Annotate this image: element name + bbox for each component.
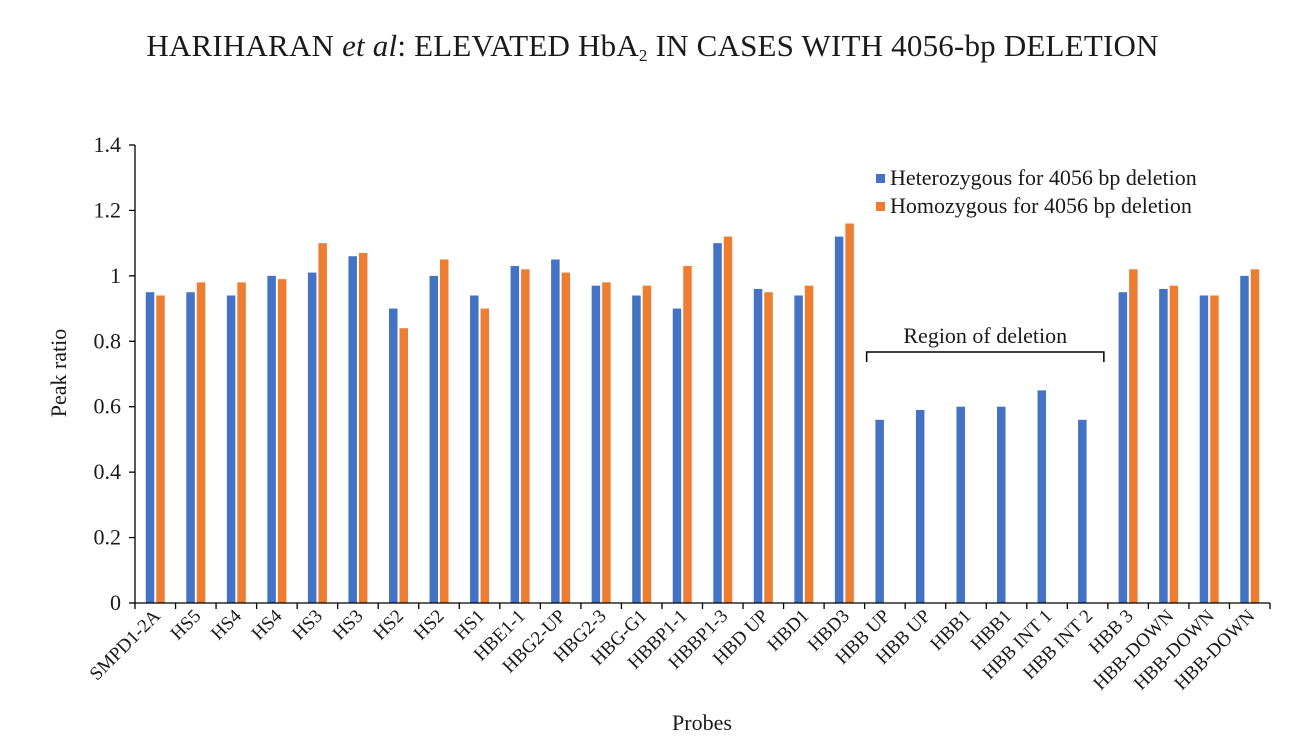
region-annotation: Region of deletion xyxy=(865,323,1105,362)
bar-heterozygous xyxy=(956,406,965,603)
bar-heterozygous xyxy=(145,292,155,603)
x-tick-label: HS3 xyxy=(329,606,368,645)
region-label: Region of deletion xyxy=(903,323,1067,348)
bar-homozygous xyxy=(1129,269,1138,603)
bar-homozygous xyxy=(804,285,814,603)
bar-homozygous xyxy=(723,236,733,603)
bar-homozygous xyxy=(845,223,854,603)
x-tick-label: HS3 xyxy=(288,606,327,645)
bar-heterozygous xyxy=(551,259,560,603)
legend-swatch-heterozygous xyxy=(876,174,885,183)
title-part-2: : ELEVATED HbA xyxy=(397,28,639,63)
x-axis-label: Probes xyxy=(672,710,732,735)
bars xyxy=(145,223,1260,603)
bar-homozygous xyxy=(602,282,611,603)
bar-heterozygous xyxy=(307,272,317,603)
bar-homozygous xyxy=(440,259,449,603)
bar-heterozygous xyxy=(1159,288,1168,603)
bar-homozygous xyxy=(237,282,246,603)
x-tick-label: HS5 xyxy=(167,606,206,645)
legend-label-homozygous: Homozygous for 4056 bp deletion xyxy=(890,193,1192,218)
bar-heterozygous xyxy=(794,295,803,603)
bar-heterozygous xyxy=(510,266,520,603)
bar-heterozygous xyxy=(186,292,195,603)
legend-swatch-homozygous xyxy=(876,202,885,211)
bar-heterozygous xyxy=(591,285,601,603)
x-tick-label: HBD1 xyxy=(763,606,813,656)
bar-heterozygous xyxy=(267,275,276,603)
bar-heterozygous xyxy=(470,295,479,603)
bar-homozygous xyxy=(399,328,408,603)
bar-heterozygous xyxy=(1078,419,1087,603)
x-tick-label: HS2 xyxy=(369,606,408,645)
bar-homozygous xyxy=(1169,285,1179,603)
x-tick-label: HS4 xyxy=(248,605,287,644)
title-part-3: IN CASES WITH 4056-bp DELETION xyxy=(647,28,1159,63)
bar-homozygous xyxy=(480,308,490,603)
page-title: HARIHARAN et al: ELEVATED HbA2 IN CASES … xyxy=(0,28,1305,66)
y-tick-label: 0.6 xyxy=(94,394,122,419)
bar-heterozygous xyxy=(226,295,236,603)
bar-heterozygous xyxy=(915,409,925,603)
bar-homozygous xyxy=(521,269,530,603)
bar-heterozygous xyxy=(713,243,722,603)
x-tick-label: SMPD1-2A xyxy=(86,605,165,684)
bar-heterozygous xyxy=(1118,292,1128,603)
bar-heterozygous xyxy=(632,295,641,603)
legend-label-heterozygous: Heterozygous for 4056 bp deletion xyxy=(890,165,1197,190)
y-tick-label: 1.2 xyxy=(94,197,122,222)
bar-homozygous xyxy=(318,243,327,603)
x-tick-label: HBB1 xyxy=(926,606,975,655)
bar-homozygous xyxy=(1210,295,1219,603)
bar-homozygous xyxy=(683,266,692,603)
bar-homozygous xyxy=(156,295,165,603)
x-tick-label: HS2 xyxy=(410,606,449,645)
title-italic: et al xyxy=(342,28,398,63)
bar-heterozygous xyxy=(672,308,682,603)
bar-homozygous xyxy=(196,282,206,603)
x-axis-ticks: SMPD1-2A HS5 HS4 HS4 HS3 HS3 HS2 HS2 HS1HBE1-1HB… xyxy=(86,603,1271,694)
bar-heterozygous xyxy=(429,275,439,603)
y-tick-label: 0.8 xyxy=(94,328,122,353)
y-axis-ticks: 0 0.2 0.4 0.6 0.8 1 1.2 1.4 xyxy=(94,132,135,615)
y-tick-label: 0 xyxy=(110,590,121,615)
bar-heterozygous xyxy=(834,236,844,603)
y-tick-label: 0.2 xyxy=(94,525,122,550)
region-bracket xyxy=(865,351,1105,362)
bar-homozygous xyxy=(561,272,571,603)
bar-homozygous xyxy=(358,252,368,603)
y-tick-label: 1 xyxy=(110,263,121,288)
title-part-1: HARIHARAN xyxy=(146,28,343,63)
y-tick-label: 0.4 xyxy=(94,459,122,484)
bar-heterozygous xyxy=(753,288,763,603)
x-tick-label: HS4 xyxy=(207,605,246,644)
legend: Heterozygous for 4056 bp deletion Homozyg… xyxy=(876,165,1197,218)
y-tick-label: 1.4 xyxy=(94,132,122,157)
bar-homozygous xyxy=(1250,269,1260,603)
y-axis-label: Peak ratio xyxy=(46,329,71,418)
bar-heterozygous xyxy=(1240,275,1249,603)
bar-heterozygous xyxy=(388,308,398,603)
bar-heterozygous xyxy=(1037,390,1047,603)
bar-homozygous xyxy=(642,285,652,603)
bar-heterozygous xyxy=(997,406,1006,603)
bar-homozygous xyxy=(277,279,287,603)
bar-heterozygous xyxy=(1199,295,1209,603)
bar-heterozygous xyxy=(875,419,884,603)
bar-homozygous xyxy=(764,292,773,603)
bar-heterozygous xyxy=(348,256,357,603)
title-subscript: 2 xyxy=(638,46,648,65)
